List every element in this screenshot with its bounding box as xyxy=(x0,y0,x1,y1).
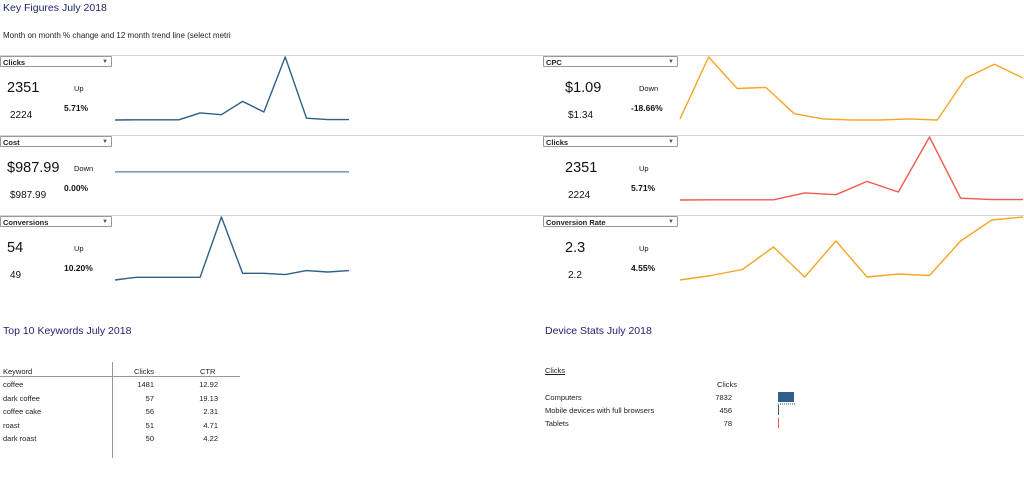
trend-line-k2 xyxy=(679,56,1024,121)
kpi-direction: Down xyxy=(639,84,659,93)
device-name: Mobile devices with full browsers xyxy=(545,406,655,415)
kpi-current-value: 54 xyxy=(7,240,24,256)
ctr-cell: 4.71 xyxy=(203,420,218,430)
ctr-cell: 12.92 xyxy=(199,380,218,389)
kpi-change-percent: 10.20% xyxy=(64,263,93,273)
keyword-cell: roast xyxy=(3,420,20,430)
kpi-change-percent: 0.00% xyxy=(64,183,89,193)
device-bar-chart xyxy=(778,392,795,428)
device-bar xyxy=(778,392,794,402)
kpi-change-percent: 5.71% xyxy=(631,183,656,193)
kpi-current-value: 2351 xyxy=(7,80,40,96)
trend-sparkline-k6 xyxy=(679,216,1024,281)
col-header-ctr: CTR xyxy=(200,367,216,376)
trend-line-k4 xyxy=(679,136,1023,201)
keywords-title: Top 10 Keywords July 2018 xyxy=(3,325,132,337)
device-col-header: Clicks xyxy=(717,380,737,389)
page-title: Key Figures July 2018 xyxy=(3,2,107,14)
device-metric-link[interactable]: Clicks xyxy=(545,366,565,375)
kpi-direction: Up xyxy=(639,164,649,173)
chevron-down-icon: ▼ xyxy=(668,139,674,145)
metric-select-label: Clicks xyxy=(3,58,26,67)
clicks-cell: 51 xyxy=(145,420,154,430)
separator xyxy=(0,215,1024,216)
metric-select-label: Conversions xyxy=(3,218,49,227)
ctr-cell: 2.31 xyxy=(203,407,218,416)
keyword-cell: coffee xyxy=(3,380,24,389)
metric-select-k2[interactable]: CPC ▼ xyxy=(543,56,678,67)
device-clicks: 456 xyxy=(719,406,732,415)
col-header-clicks: Clicks xyxy=(134,367,154,376)
trend-line-k5 xyxy=(114,216,350,281)
trend-line-k6 xyxy=(679,216,1024,281)
metric-select-label: Cost xyxy=(3,138,20,147)
ctr-cell: 4.22 xyxy=(203,434,218,443)
keyword-cell: coffee cake xyxy=(3,407,42,416)
metric-select-k3[interactable]: Cost ▼ xyxy=(0,136,112,147)
kpi-previous-value: $1.34 xyxy=(568,110,594,121)
keyword-cell: dark roast xyxy=(3,434,37,443)
metric-select-label: CPC xyxy=(546,58,562,67)
kpi-current-value: $1.09 xyxy=(565,80,602,96)
device-name: Computers xyxy=(545,393,582,402)
clicks-cell: 1481 xyxy=(137,380,154,389)
metric-select-k5[interactable]: Conversions ▼ xyxy=(0,216,112,227)
device-clicks: 78 xyxy=(723,419,732,428)
metric-select-k4[interactable]: Clicks ▼ xyxy=(543,136,678,147)
col-header-keyword: Keyword xyxy=(3,367,33,376)
clicks-cell: 56 xyxy=(145,407,154,416)
kpi-direction: Up xyxy=(74,244,84,253)
separator xyxy=(0,135,1024,136)
trend-sparkline-k5 xyxy=(114,216,350,281)
trend-sparkline-k4 xyxy=(679,136,1023,201)
kpi-direction: Up xyxy=(639,244,649,253)
chevron-down-icon: ▼ xyxy=(102,139,108,145)
device-bar xyxy=(778,405,779,415)
kpi-change-percent: 5.71% xyxy=(64,103,89,113)
kpi-direction: Down xyxy=(74,164,94,173)
kpi-change-percent: -18.66% xyxy=(631,103,663,113)
chevron-down-icon: ▼ xyxy=(102,219,108,225)
kpi-previous-value: 49 xyxy=(10,270,22,281)
device-bar xyxy=(778,418,779,428)
metric-select-k6[interactable]: Conversion Rate ▼ xyxy=(543,216,678,227)
chevron-down-icon: ▼ xyxy=(668,59,674,65)
trend-line-k1 xyxy=(114,56,349,121)
trend-sparkline-k2 xyxy=(679,56,1024,121)
kpi-previous-value: 2.2 xyxy=(568,270,582,281)
metric-select-label: Clicks xyxy=(546,138,569,147)
clicks-cell: 57 xyxy=(145,393,154,403)
table-divider xyxy=(112,362,113,458)
page-subtitle: Month on month % change and 12 month tre… xyxy=(3,31,231,40)
metric-select-k1[interactable]: Clicks ▼ xyxy=(0,56,112,67)
chevron-down-icon: ▼ xyxy=(102,59,108,65)
kpi-previous-value: $987.99 xyxy=(10,190,47,201)
device-clicks: 7832 xyxy=(715,393,732,402)
kpi-change-percent: 4.55% xyxy=(631,263,656,273)
kpi-direction: Up xyxy=(74,84,84,93)
trend-sparkline-k1 xyxy=(114,56,349,121)
separator xyxy=(0,55,1024,56)
keyword-cell: dark coffee xyxy=(3,393,40,403)
kpi-current-value: 2351 xyxy=(565,160,598,176)
table-header-divider xyxy=(0,376,240,377)
kpi-current-value: $987.99 xyxy=(7,160,60,176)
kpi-previous-value: 2224 xyxy=(568,190,591,201)
clicks-cell: 50 xyxy=(145,434,154,443)
device-title: Device Stats July 2018 xyxy=(545,325,652,337)
kpi-current-value: 2.3 xyxy=(565,240,586,256)
kpi-previous-value: 2224 xyxy=(10,110,33,121)
trend-sparkline-k3 xyxy=(115,171,349,173)
chevron-down-icon: ▼ xyxy=(668,219,674,225)
metric-select-label: Conversion Rate xyxy=(546,218,606,227)
device-name: Tablets xyxy=(545,419,569,428)
ctr-cell: 19.13 xyxy=(199,393,218,403)
